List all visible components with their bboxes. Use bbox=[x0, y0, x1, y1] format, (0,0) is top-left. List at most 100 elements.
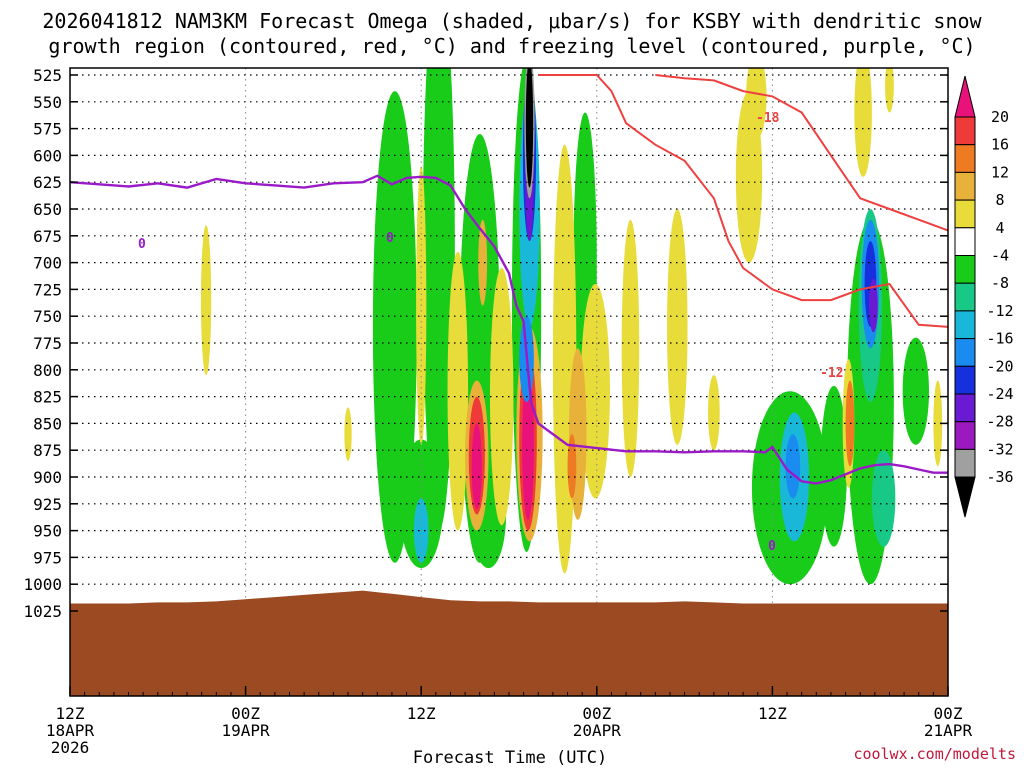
colorbar-label: -12 bbox=[986, 302, 1013, 320]
colorbar-label: 16 bbox=[991, 136, 1009, 154]
y-tick-label: 925 bbox=[33, 495, 62, 514]
dgz-label-minus12: -12 bbox=[820, 366, 843, 381]
omega-blob bbox=[471, 423, 482, 510]
chart-title-line-2: growth region (contoured, red, °C) and f… bbox=[48, 34, 975, 58]
omega-blob bbox=[522, 369, 534, 520]
omega-blob bbox=[871, 450, 896, 547]
y-tick-label: 675 bbox=[33, 227, 62, 246]
colorbar-segment bbox=[954, 255, 976, 284]
omega-blob bbox=[489, 267, 514, 526]
colorbar-label: 20 bbox=[991, 108, 1009, 126]
colorbar-segment bbox=[954, 144, 976, 173]
y-tick-label: 875 bbox=[33, 441, 62, 460]
y-axis: 525 550 575 600 625 650 675 700 725 750 775 800 825 8… bbox=[23, 66, 948, 621]
x-tick-label: 12Z bbox=[407, 704, 436, 723]
x-tick-label: 00Z bbox=[582, 704, 611, 723]
omega-blob bbox=[902, 337, 929, 445]
freezing-label-b: 0 bbox=[386, 231, 394, 246]
omega-blob bbox=[885, 68, 894, 113]
plot-area bbox=[70, 68, 948, 696]
colorbar-segment bbox=[954, 365, 976, 395]
colorbar-label: -32 bbox=[986, 440, 1013, 458]
y-tick-label: 700 bbox=[33, 254, 62, 273]
colorbar-label: 12 bbox=[991, 163, 1009, 181]
y-tick-label: 1000 bbox=[23, 575, 62, 594]
colorbar-segment bbox=[954, 421, 976, 450]
y-tick-label: 750 bbox=[33, 307, 62, 326]
y-tick-label: 1025 bbox=[23, 602, 62, 621]
omega-blob bbox=[845, 380, 855, 467]
y-tick-label: 775 bbox=[33, 334, 62, 353]
y-tick-label: 650 bbox=[33, 200, 62, 219]
omega-blob bbox=[785, 434, 801, 499]
colorbar-top-arrow bbox=[954, 75, 976, 118]
y-tick-label: 575 bbox=[33, 120, 62, 139]
freezing-level-contour bbox=[70, 174, 948, 485]
omega-blob bbox=[200, 225, 212, 376]
omega-blob bbox=[868, 278, 878, 333]
omega-blob bbox=[372, 91, 417, 563]
colorbar-segment bbox=[954, 282, 976, 312]
colorbar-segment bbox=[954, 171, 976, 201]
x-tick-year: 2026 bbox=[51, 738, 90, 757]
dgz-upper-contour bbox=[655, 74, 948, 232]
omega-blob bbox=[447, 251, 469, 531]
y-tick-label: 950 bbox=[33, 522, 62, 541]
y-tick-label: 550 bbox=[33, 93, 62, 112]
y-tick-label: 975 bbox=[33, 548, 62, 567]
colorbar-segment bbox=[954, 393, 976, 423]
colorbar-segment bbox=[954, 199, 976, 229]
credit-text: coolwx.com/modelts bbox=[853, 745, 1016, 763]
colorbar-label: -16 bbox=[986, 330, 1013, 348]
x-tick-date: 19APR bbox=[222, 721, 271, 740]
colorbar: 20 16 12 8 4 -4 -8 -12 -16 -20 -24 -28 -32 -36 bbox=[954, 75, 1014, 518]
omega-blob bbox=[820, 385, 848, 547]
colorbar-label: -24 bbox=[986, 385, 1013, 403]
colorbar-label: -28 bbox=[986, 413, 1013, 431]
omega-blob bbox=[746, 68, 767, 140]
omega-blob bbox=[478, 219, 488, 306]
colorbar-label: -8 bbox=[991, 274, 1009, 292]
y-tick-label: 900 bbox=[33, 468, 62, 487]
omega-blob bbox=[344, 407, 352, 461]
omega-blob bbox=[525, 68, 534, 188]
y-tick-label: 625 bbox=[33, 173, 62, 192]
y-tick-label: 525 bbox=[33, 66, 62, 85]
colorbar-label: -4 bbox=[991, 247, 1009, 265]
x-tick-label: 00Z bbox=[934, 704, 963, 723]
dgz-label-minus18: -18 bbox=[756, 111, 780, 126]
colorbar-label: -20 bbox=[986, 357, 1013, 375]
colorbar-segment bbox=[954, 338, 976, 367]
colorbar-label: 8 bbox=[995, 191, 1004, 209]
y-tick-label: 600 bbox=[33, 146, 62, 165]
y-tick-label: 850 bbox=[33, 414, 62, 433]
dgz-lower-contour bbox=[538, 74, 948, 328]
colorbar-segment bbox=[954, 310, 976, 340]
x-tick-date: 21APR bbox=[924, 721, 973, 740]
colorbar-label: -36 bbox=[986, 468, 1013, 486]
omega-shading bbox=[200, 68, 943, 585]
y-tick-label: 825 bbox=[33, 388, 62, 407]
terrain-surface bbox=[70, 590, 948, 696]
omega-blob bbox=[621, 219, 640, 478]
colorbar-segment bbox=[954, 448, 976, 478]
omega-blob bbox=[933, 380, 943, 467]
y-tick-label: 800 bbox=[33, 361, 62, 380]
x-axis-label: Forecast Time (UTC) bbox=[413, 748, 607, 768]
chart-title-line-1: 2026041812 NAM3KM Forecast Omega (shaded… bbox=[42, 9, 982, 33]
x-tick-label: 00Z bbox=[231, 704, 260, 723]
omega-blob bbox=[667, 209, 688, 445]
freezing-label-a: 0 bbox=[138, 237, 146, 252]
omega-blob bbox=[708, 375, 720, 451]
colorbar-segment bbox=[954, 116, 976, 146]
x-tick-date: 18APR bbox=[46, 721, 95, 740]
colorbar-label: 4 bbox=[995, 219, 1004, 237]
freezing-label-c: 0 bbox=[768, 539, 776, 554]
colorbar-bottom-arrow bbox=[954, 476, 976, 518]
x-tick-label: 12Z bbox=[758, 704, 787, 723]
omega-blob bbox=[854, 68, 872, 177]
x-tick-label: 12Z bbox=[56, 704, 85, 723]
omega-blob bbox=[580, 284, 610, 499]
